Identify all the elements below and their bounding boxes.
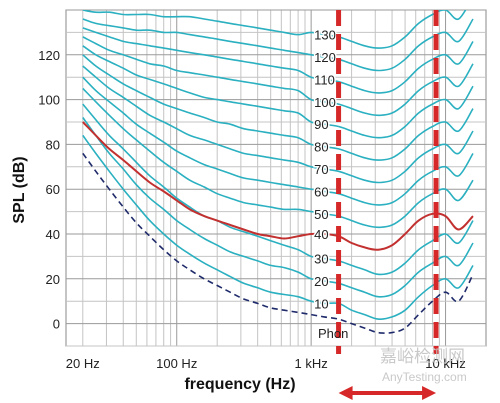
curve-threshold (82, 152, 474, 334)
y-tick-label: 20 (46, 272, 60, 287)
curve-20 (82, 117, 474, 298)
curve-30 (82, 103, 474, 276)
phon-label-80: 80 (314, 140, 328, 155)
phon-label-130: 130 (314, 28, 336, 43)
curve-130 (82, 10, 467, 49)
y-tick-label: 0 (53, 317, 60, 332)
phon-label-20: 20 (314, 274, 328, 289)
x-axis-title: frequency (Hz) (184, 376, 295, 393)
phon-label-120: 120 (314, 50, 336, 65)
curve-80 (82, 54, 474, 161)
y-tick-labels: 0 20 40 60 80 100 120 (38, 48, 60, 332)
x-tick-label: 10 kHz (425, 356, 465, 371)
y-tick-label: 60 (46, 182, 60, 197)
curve-90 (82, 45, 474, 139)
curve-110 (82, 27, 474, 94)
phon-labels: 10 20 30 40 50 60 70 80 90 100 110 120 130 (313, 26, 338, 313)
x-tick-label: 1 kHz (295, 356, 328, 371)
phon-label-60: 60 (314, 184, 328, 199)
curve-70 (82, 65, 474, 184)
curve-40 (82, 121, 474, 251)
phon-label-10: 10 (314, 296, 328, 311)
phon-label-110: 110 (314, 72, 335, 87)
markers (336, 10, 439, 400)
y-tick-label: 120 (38, 48, 60, 63)
plot-area (65, 9, 487, 347)
band-arrow-right-head (422, 386, 437, 400)
grid (65, 9, 487, 347)
x-tick-label: 100 Hz (156, 356, 197, 371)
curves (82, 10, 474, 334)
y-axis-title: SPL (dB) (11, 156, 28, 223)
curve-10 (82, 134, 474, 320)
phon-label-40: 40 (314, 227, 328, 242)
y-tick-label: 40 (46, 227, 60, 242)
watermark-line1: 嘉峪检测网 (380, 347, 465, 366)
band-arrow-left-head (338, 386, 353, 400)
curve-120 (82, 18, 474, 72)
y-tick-label: 80 (46, 137, 60, 152)
x-tick-labels: 20 Hz 100 Hz 1 kHz 10 kHz (66, 356, 466, 371)
phon-label-70: 70 (314, 162, 328, 177)
phon-label-30: 30 (314, 252, 328, 267)
curve-60 (82, 76, 474, 206)
phon-label-90: 90 (314, 117, 328, 132)
phon-label-100: 100 (314, 95, 336, 110)
watermark-line2: AnyTesting.com (382, 370, 467, 384)
phon-unit-label: Phon (318, 326, 348, 341)
curve-50 (82, 87, 474, 229)
x-tick-label: 20 Hz (66, 356, 100, 371)
phon-label-50: 50 (314, 207, 328, 222)
curve-100 (82, 36, 474, 117)
y-tick-label: 100 (38, 93, 60, 108)
